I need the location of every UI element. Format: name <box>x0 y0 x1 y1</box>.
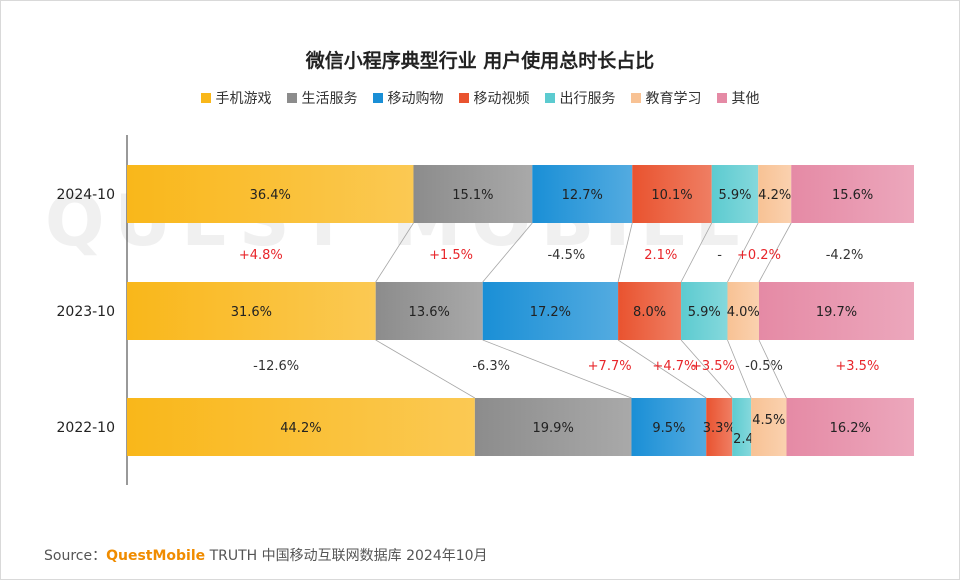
bar-value-label: 15.1% <box>452 188 493 203</box>
legend-item: 出行服务 <box>544 88 616 108</box>
bar-value-label: 31.6% <box>231 305 272 320</box>
source-prefix: Source： <box>44 548 107 564</box>
connector-line <box>375 222 414 283</box>
source-note: Source：QuestMobile TRUTH 中国移动互联网数据库 2024… <box>44 545 488 565</box>
category-label: 2022-10 <box>57 420 116 436</box>
source-brand: QuestMobile <box>106 548 206 564</box>
legend-label: 其他 <box>731 91 760 107</box>
bar-value-label: 17.2% <box>530 305 571 320</box>
legend-swatch <box>716 93 727 103</box>
connector-line <box>680 339 733 399</box>
bar-value-label: 5.9% <box>718 188 751 203</box>
bar-segment <box>474 398 632 456</box>
change-label: -6.3% <box>472 359 510 374</box>
legend-item: 移动视频 <box>458 88 530 108</box>
legend-label: 移动视频 <box>473 91 530 107</box>
legend-item: 教育学习 <box>630 88 702 108</box>
bar-segment <box>375 282 483 340</box>
legend-swatch <box>458 93 469 103</box>
connector-line <box>482 222 533 283</box>
chart-legend: 手机游戏 生活服务 移动购物 移动视频 出行服务 教育学习 其他 <box>0 88 960 108</box>
legend-label: 出行服务 <box>559 91 616 107</box>
change-label: +4.7% <box>652 359 696 374</box>
bar-segment <box>482 282 619 340</box>
bar-segment <box>786 398 914 456</box>
change-label: +7.7% <box>588 359 632 374</box>
bar-value-label: 9.5% <box>652 421 685 436</box>
bar-value-label: 16.2% <box>830 421 871 436</box>
bar-segment <box>532 165 633 223</box>
bar-segment <box>727 282 759 340</box>
category-label: 2024-10 <box>57 187 116 203</box>
connector-line <box>758 339 787 399</box>
bar-value-label: 5.9% <box>688 305 721 320</box>
bar-segment <box>706 398 733 456</box>
bar-segment <box>127 165 414 223</box>
bar-value-label: 19.7% <box>816 305 857 320</box>
legend-item: 移动购物 <box>372 88 444 108</box>
change-label: -0.5% <box>745 359 783 374</box>
connector-line <box>375 339 476 399</box>
bar-segment <box>413 165 533 223</box>
change-label: - <box>717 248 722 263</box>
legend-label: 移动购物 <box>387 91 444 107</box>
change-label: 2.1% <box>644 248 677 263</box>
change-label: -4.5% <box>547 248 585 263</box>
bar-value-label: 4.2% <box>758 188 791 203</box>
connector-line <box>617 222 633 283</box>
change-label: +1.5% <box>429 248 473 263</box>
legend-label: 手机游戏 <box>215 91 272 107</box>
legend-label: 教育学习 <box>645 91 702 107</box>
bar-value-label: 15.6% <box>832 188 873 203</box>
bar-segment <box>758 282 914 340</box>
connector-line <box>727 339 752 399</box>
bar-segment <box>681 282 728 340</box>
change-label: -4.2% <box>826 248 864 263</box>
chart-title: 微信小程序典型行业 用户使用总时长占比 <box>305 50 655 72</box>
connector-line <box>758 222 792 283</box>
legend-swatch <box>372 93 383 103</box>
legend-label: 生活服务 <box>301 91 358 107</box>
source-text: TRUTH 中国移动互联网数据库 2024年10月 <box>205 548 488 564</box>
bar-segment <box>791 165 914 223</box>
bar-value-label: 10.1% <box>651 188 692 203</box>
bar-segment <box>618 282 682 340</box>
change-label: -12.6% <box>253 359 299 374</box>
connector-line <box>727 222 759 283</box>
bar-segment <box>732 398 752 456</box>
bar-segment <box>127 398 475 456</box>
bar-value-label: 19.9% <box>533 421 574 436</box>
bar-value-label: 13.6% <box>409 305 450 320</box>
bar-segment <box>751 398 787 456</box>
legend-item: 其他 <box>716 88 760 108</box>
legend-swatch <box>630 93 641 103</box>
bar-segment <box>711 165 759 223</box>
bar-segment <box>631 398 707 456</box>
category-label: 2023-10 <box>57 304 116 320</box>
bar-value-label: 4.5% <box>752 413 785 428</box>
legend-item: 手机游戏 <box>200 88 272 108</box>
bar-value-label: 36.4% <box>250 188 291 203</box>
legend-swatch <box>544 93 555 103</box>
bar-value-label: 4.0% <box>727 305 760 320</box>
legend-swatch <box>200 93 211 103</box>
bar-value-label: 12.7% <box>562 188 603 203</box>
legend-swatch <box>286 93 297 103</box>
change-label: +0.2% <box>737 248 781 263</box>
bar-segment <box>758 165 792 223</box>
change-label: +3.5% <box>835 359 879 374</box>
bar-segment <box>632 165 712 223</box>
bar-segment <box>127 282 376 340</box>
bar-value-label: 3.3% <box>703 421 736 436</box>
change-label: +3.5% <box>691 359 735 374</box>
bar-value-label: 44.2% <box>280 421 321 436</box>
change-label: +4.8% <box>239 248 283 263</box>
connector-line <box>482 339 632 399</box>
bar-value-label: 8.0% <box>633 305 666 320</box>
legend-item: 生活服务 <box>286 88 358 108</box>
connector-line <box>617 339 707 399</box>
connector-line <box>680 222 713 283</box>
